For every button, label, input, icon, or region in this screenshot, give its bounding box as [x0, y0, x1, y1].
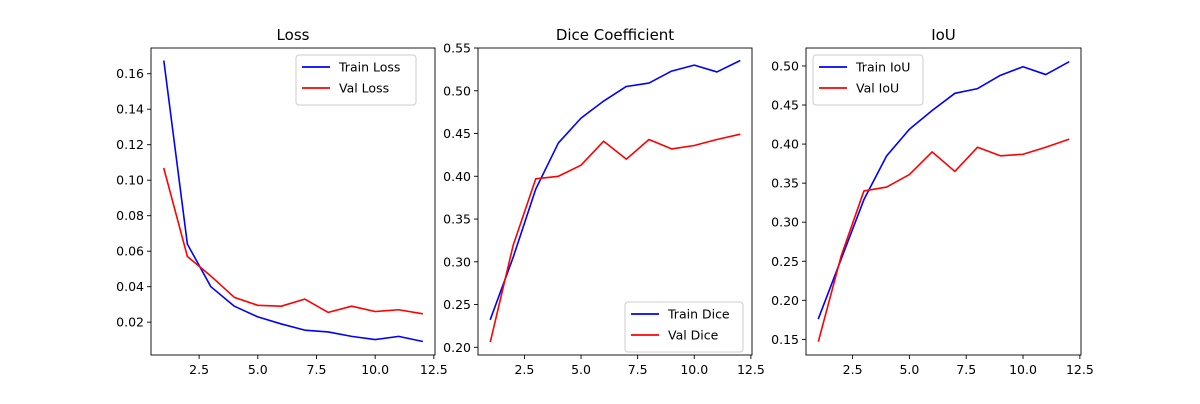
y-tick-label: 0.12	[116, 137, 144, 152]
plot-frame	[805, 47, 1082, 356]
series-line-3-1	[817, 60, 1070, 320]
x-tick-label: 7.5	[628, 362, 648, 377]
charts-layer: 2.5 5.0 7.5 10.0 12.5 0.02 0.04 0.06 0.08 0.10 0.1…	[116, 26, 1094, 377]
x-tick-label: 7.5	[956, 362, 976, 377]
y-tick-label: 0.02	[116, 315, 144, 330]
y-tick-label: 0.04	[116, 279, 144, 294]
y-tick-label: 0.16	[116, 66, 144, 81]
y-tick-label: 0.55	[443, 41, 471, 56]
legend-label: Train Loss	[338, 60, 400, 75]
series-line-1-2	[162, 167, 424, 315]
y-tick-label: 0.20	[443, 340, 471, 355]
x-tick-label: 10.0	[680, 362, 708, 377]
y-tick-label: 0.08	[116, 208, 144, 223]
y-tick-label: 0.45	[443, 126, 471, 141]
x-tick-label: 2.5	[189, 362, 209, 377]
x-tick-label: 2.5	[514, 362, 534, 377]
series-line-2-1	[489, 59, 741, 321]
y-tick-label: 0.35	[771, 176, 799, 191]
x-tick-label: 5.0	[248, 362, 268, 377]
y-tick-label: 0.25	[771, 254, 799, 269]
chart-panel-3: 2.5 5.0 7.5 10.0 12.5 0.15 0.20 0.25 0.30 0.35 0.4…	[771, 26, 1094, 377]
y-tick-label: 0.50	[443, 83, 471, 98]
y-tick-label: 0.40	[771, 137, 799, 152]
y-tick-label: 0.30	[771, 215, 799, 230]
chart-title: Dice Coefficient	[556, 26, 674, 44]
legend-label: Val Dice	[668, 328, 719, 343]
x-tick-label: 10.0	[361, 362, 389, 377]
plot-frame	[150, 47, 436, 356]
legend-label: Val IoU	[856, 81, 899, 96]
y-tick-label: 0.35	[443, 212, 471, 227]
x-tick-label: 5.0	[899, 362, 919, 377]
series-line-3-2	[817, 138, 1070, 342]
chart-panel-1: 2.5 5.0 7.5 10.0 12.5 0.02 0.04 0.06 0.08 0.10 0.1…	[116, 26, 448, 377]
y-tick-label: 0.30	[443, 254, 471, 269]
y-tick-label: 0.15	[771, 332, 799, 347]
plot-frame	[477, 47, 753, 356]
y-tick-label: 0.50	[771, 58, 799, 73]
legend-label: Val Loss	[339, 81, 389, 96]
x-tick-label: 5.0	[571, 362, 591, 377]
x-tick-label: 7.5	[307, 362, 327, 377]
x-tick-label: 12.5	[737, 362, 765, 377]
chart-panel-2: 2.5 5.0 7.5 10.0 12.5 0.20 0.25 0.30 0.35 0.40 0.4…	[443, 26, 765, 377]
legend-label: Train IoU	[855, 60, 910, 75]
x-tick-label: 12.5	[420, 362, 448, 377]
chart-title: Loss	[277, 26, 310, 44]
y-tick-label: 0.06	[116, 244, 144, 259]
legend-label: Train Dice	[667, 307, 730, 322]
chart-title: IoU	[931, 26, 956, 44]
x-tick-label: 2.5	[843, 362, 863, 377]
series-line-2-2	[489, 133, 741, 343]
y-tick-label: 0.14	[116, 102, 144, 117]
y-tick-label: 0.10	[116, 173, 144, 188]
y-tick-label: 0.20	[771, 293, 799, 308]
y-tick-label: 0.45	[771, 98, 799, 113]
y-tick-label: 0.40	[443, 169, 471, 184]
series-line-1-1	[163, 60, 424, 343]
y-tick-label: 0.25	[443, 297, 471, 312]
x-tick-label: 12.5	[1066, 362, 1094, 377]
x-tick-label: 10.0	[1009, 362, 1037, 377]
